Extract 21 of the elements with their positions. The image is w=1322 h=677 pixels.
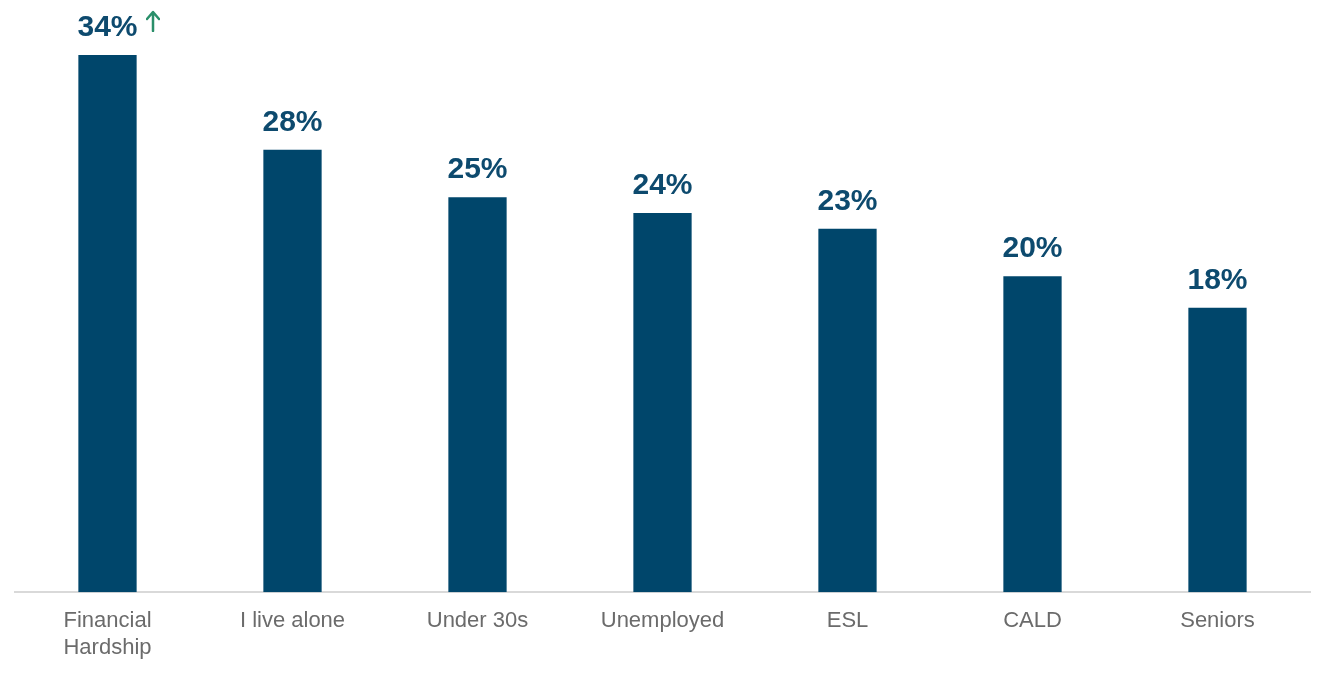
x-tick-label: CALD bbox=[1003, 607, 1062, 633]
x-tick-label: Unemployed bbox=[600, 607, 725, 633]
bar bbox=[818, 228, 877, 593]
data-label: 25% bbox=[447, 151, 508, 185]
bar bbox=[1188, 307, 1247, 593]
data-label: 28% bbox=[262, 104, 323, 138]
data-label: 24% bbox=[632, 167, 693, 201]
x-tick-label: ESL bbox=[826, 607, 869, 633]
x-tick-label: Seniors bbox=[1180, 607, 1255, 633]
x-tick-label: Financial Hardship bbox=[63, 607, 152, 659]
bar bbox=[633, 213, 692, 593]
data-label: 34% bbox=[77, 9, 138, 43]
bar bbox=[263, 149, 322, 593]
data-label: 23% bbox=[817, 183, 878, 217]
bar bbox=[448, 197, 507, 593]
data-label: 18% bbox=[1187, 262, 1248, 296]
data-label: 20% bbox=[1002, 230, 1063, 264]
x-tick-label: I live alone bbox=[239, 607, 346, 633]
bar bbox=[1003, 276, 1062, 593]
bar bbox=[78, 55, 137, 593]
x-tick-label: Under 30s bbox=[426, 607, 529, 633]
